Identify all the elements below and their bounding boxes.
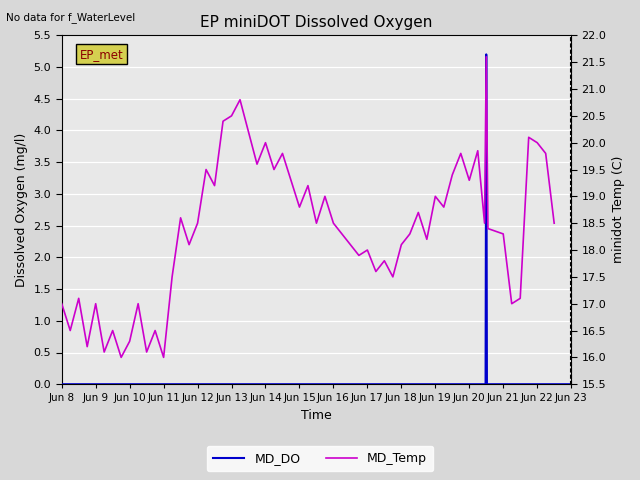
Title: EP miniDOT Dissolved Oxygen: EP miniDOT Dissolved Oxygen: [200, 15, 433, 30]
MD_Temp: [58, 301, 65, 307]
MD_Temp: [117, 355, 125, 360]
MD_DO: [482, 381, 490, 387]
MD_DO: [483, 381, 491, 387]
MD_Temp: [381, 258, 388, 264]
MD_Temp: [483, 54, 490, 60]
Y-axis label: Dissolved Oxygen (mg/l): Dissolved Oxygen (mg/l): [15, 132, 28, 287]
MD_Temp: [151, 328, 159, 334]
MD_Temp: [236, 97, 244, 103]
MD_Temp: [194, 220, 202, 226]
Y-axis label: minidot Temp (C): minidot Temp (C): [612, 156, 625, 264]
Text: EP_met: EP_met: [79, 48, 124, 60]
MD_DO: [58, 381, 65, 387]
Legend: MD_DO, MD_Temp: MD_DO, MD_Temp: [207, 446, 433, 471]
MD_Temp: [228, 113, 236, 119]
MD_DO: [567, 381, 575, 387]
Text: No data for f_WaterLevel: No data for f_WaterLevel: [6, 12, 136, 23]
Line: MD_DO: MD_DO: [61, 54, 571, 384]
MD_DO: [483, 51, 490, 57]
MD_Temp: [211, 183, 218, 189]
X-axis label: Time: Time: [301, 409, 332, 422]
Line: MD_Temp: MD_Temp: [61, 57, 554, 358]
MD_Temp: [550, 220, 558, 226]
